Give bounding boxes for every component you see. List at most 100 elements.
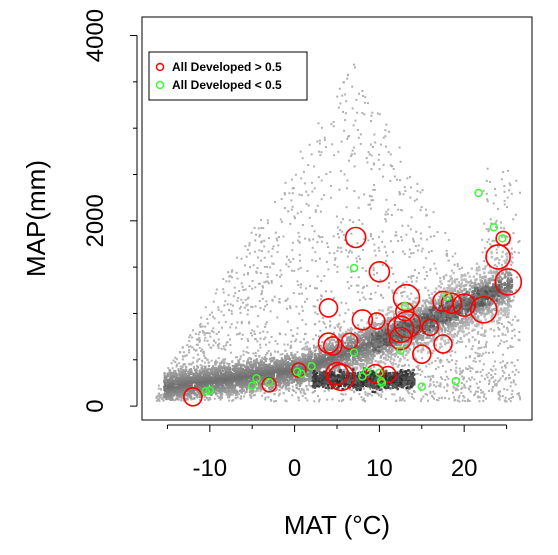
density-point <box>421 189 424 192</box>
density-point <box>188 373 191 376</box>
density-point <box>487 351 490 354</box>
density-point <box>193 367 195 370</box>
density-point <box>382 163 385 166</box>
density-point <box>371 357 375 360</box>
density-point <box>298 357 301 361</box>
density-point <box>240 387 244 391</box>
density-point <box>217 365 221 368</box>
density-point <box>447 280 450 283</box>
density-point <box>247 352 250 354</box>
density-point <box>468 288 472 291</box>
density-point <box>256 340 259 343</box>
density-point <box>253 330 256 333</box>
density-point <box>378 309 381 312</box>
density-point <box>253 390 256 393</box>
density-point <box>208 396 211 399</box>
density-point <box>466 281 469 284</box>
density-point <box>352 221 355 223</box>
density-point <box>361 112 364 114</box>
density-point <box>217 338 220 341</box>
density-point <box>400 399 403 402</box>
density-point <box>264 323 267 326</box>
density-point <box>424 341 428 345</box>
density-point <box>476 310 479 313</box>
density-point <box>456 399 459 402</box>
density-point <box>401 368 404 371</box>
density-point <box>463 396 466 399</box>
density-point <box>468 365 471 368</box>
density-point <box>347 251 350 254</box>
density-point <box>423 341 426 345</box>
density-point <box>336 325 339 328</box>
density-point <box>392 315 396 319</box>
density-point <box>280 273 283 276</box>
density-point <box>493 360 496 363</box>
density-point <box>488 310 492 313</box>
density-point <box>375 316 378 320</box>
density-point <box>419 232 422 235</box>
density-point <box>344 393 347 396</box>
density-point <box>350 153 353 156</box>
density-point <box>416 372 419 375</box>
density-point <box>260 292 263 295</box>
density-point <box>340 221 343 224</box>
density-point <box>501 263 503 266</box>
density-point <box>478 340 480 343</box>
density-point <box>240 305 242 308</box>
density-point <box>379 279 382 282</box>
density-point <box>346 280 349 283</box>
density-point <box>234 380 237 383</box>
density-point <box>291 192 294 195</box>
density-point <box>319 298 322 301</box>
density-point <box>434 360 437 362</box>
density-point <box>405 388 408 391</box>
density-point <box>509 376 512 379</box>
density-point <box>297 268 300 271</box>
density-point <box>249 377 253 381</box>
density-point <box>473 328 476 332</box>
density-point <box>198 337 201 340</box>
density-point <box>415 280 418 283</box>
density-point <box>461 375 464 378</box>
density-point <box>467 324 471 327</box>
density-point <box>482 391 485 394</box>
density-point <box>361 287 364 289</box>
density-point <box>437 399 440 402</box>
density-point <box>178 351 181 353</box>
density-point <box>491 274 495 278</box>
density-point <box>262 227 265 230</box>
density-point <box>267 396 270 399</box>
density-point <box>481 276 484 279</box>
density-point <box>509 184 512 187</box>
density-point <box>478 360 481 363</box>
density-point <box>384 356 387 359</box>
density-point <box>446 323 449 326</box>
density-point <box>519 396 521 399</box>
density-point <box>454 333 457 336</box>
density-point <box>240 320 243 323</box>
density-point <box>228 275 231 278</box>
density-point <box>372 269 375 272</box>
density-point <box>500 293 503 296</box>
density-point <box>488 389 490 392</box>
density-point <box>428 385 431 388</box>
density-point <box>355 352 358 355</box>
density-point <box>513 251 516 254</box>
density-point <box>365 269 368 272</box>
density-point <box>198 386 202 389</box>
density-point <box>264 396 267 399</box>
density-point <box>388 318 391 321</box>
density-point <box>366 102 369 105</box>
density-point <box>461 327 464 330</box>
density-point <box>436 357 439 360</box>
density-point <box>304 397 307 400</box>
density-point <box>341 399 343 402</box>
density-point <box>451 335 454 338</box>
density-point <box>481 238 484 241</box>
density-point <box>316 287 318 290</box>
density-point <box>405 233 408 236</box>
density-point <box>311 259 314 262</box>
density-point <box>195 386 198 389</box>
density-point <box>407 320 411 323</box>
density-point <box>315 334 317 337</box>
